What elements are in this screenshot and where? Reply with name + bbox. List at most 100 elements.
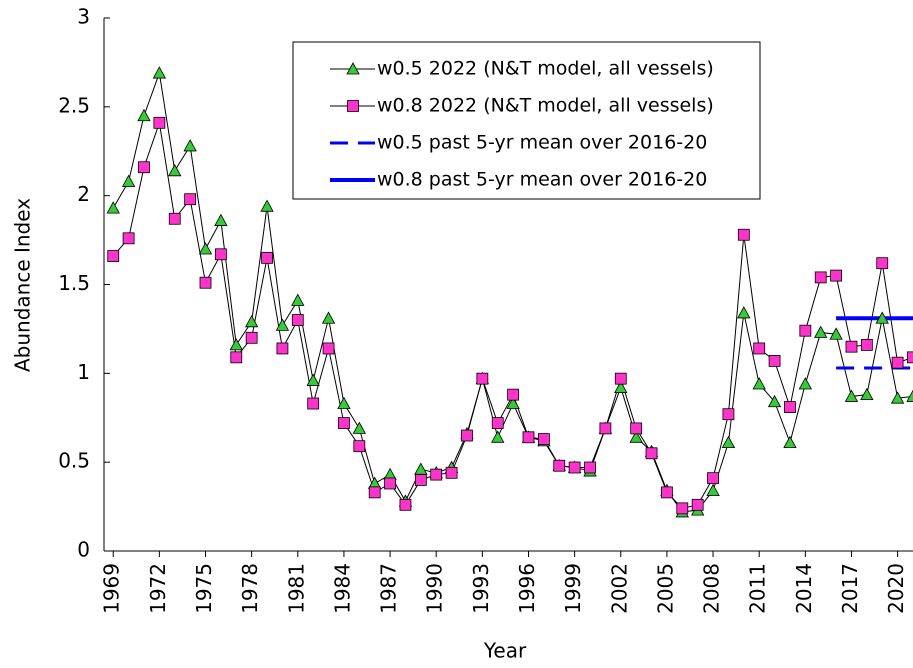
x-tick-label: 1978 (238, 563, 262, 614)
marker (153, 116, 166, 129)
marker (799, 324, 812, 337)
marker (122, 232, 135, 245)
marker (537, 433, 550, 445)
marker (798, 377, 813, 390)
marker (276, 342, 289, 355)
marker (845, 340, 858, 353)
marker (275, 318, 290, 331)
marker (906, 389, 913, 402)
marker (137, 108, 151, 122)
y-tick-label: 1 (77, 360, 90, 384)
marker (121, 174, 136, 187)
marker (168, 212, 181, 225)
marker (522, 431, 535, 444)
x-tick-label: 1987 (377, 563, 401, 614)
legend-marker (346, 62, 360, 75)
marker (291, 293, 305, 306)
marker (214, 213, 228, 226)
marker (614, 372, 627, 385)
marker (338, 417, 350, 429)
legend-label: w0.5 past 5-yr mean over 2016-20 (377, 132, 707, 154)
x-tick-label: 2005 (653, 563, 677, 614)
marker (645, 447, 658, 460)
marker (430, 468, 443, 481)
marker (445, 466, 458, 479)
marker (168, 163, 182, 177)
marker (707, 472, 719, 485)
x-tick-label: 2020 (884, 563, 908, 614)
marker (737, 228, 750, 241)
marker (829, 327, 843, 340)
marker (414, 462, 428, 475)
marker (491, 430, 505, 443)
x-axis-title: Year (483, 639, 527, 663)
x-tick-label: 1975 (192, 563, 216, 614)
marker (368, 486, 381, 499)
x-tick-label: 1993 (469, 563, 493, 614)
marker (229, 338, 243, 351)
marker (199, 276, 212, 289)
marker (722, 408, 735, 421)
marker (860, 339, 873, 351)
marker (337, 396, 351, 409)
y-tick-label: 1.5 (58, 271, 90, 295)
marker (414, 474, 427, 486)
marker (183, 139, 197, 152)
marker (106, 201, 120, 214)
marker (907, 351, 913, 364)
marker (461, 429, 473, 442)
marker (599, 422, 612, 435)
marker (506, 396, 520, 409)
marker (138, 161, 150, 174)
marker (767, 394, 782, 408)
marker (568, 461, 581, 474)
y-tick-label: 2 (77, 182, 90, 206)
x-tick-label: 2017 (838, 563, 862, 614)
x-tick-label: 2011 (746, 563, 770, 614)
marker (737, 306, 751, 319)
x-tick-label: 1996 (515, 563, 539, 614)
marker (384, 477, 396, 490)
legend: w0.5 2022 (N&T model, all vessels) w0.8 2… (292, 41, 761, 200)
x-tick-label: 1990 (423, 563, 447, 614)
y-tick-label: 3 (77, 5, 90, 29)
marker (322, 342, 335, 355)
marker (814, 271, 827, 284)
y-tick-label: 0 (77, 538, 90, 562)
marker (860, 387, 874, 401)
marker (307, 397, 320, 410)
marker (245, 331, 258, 344)
marker (614, 380, 628, 393)
marker (244, 314, 259, 328)
marker (875, 311, 889, 324)
marker (783, 435, 797, 449)
y-tick-label: 2.5 (58, 93, 90, 117)
marker (507, 388, 520, 401)
x-tick-label: 1981 (284, 563, 308, 614)
marker (706, 483, 720, 496)
marker (721, 435, 736, 449)
marker (553, 459, 566, 472)
marker (876, 257, 889, 270)
marker (291, 314, 304, 326)
x-tick-label: 2002 (607, 563, 631, 614)
marker (661, 486, 673, 499)
marker (814, 325, 828, 338)
marker (107, 250, 120, 262)
marker (584, 461, 596, 474)
x-tick-label: 1999 (561, 563, 585, 614)
legend-box (292, 41, 761, 200)
x-tick-label: 2014 (792, 563, 816, 614)
marker (184, 193, 197, 206)
marker (752, 377, 766, 390)
marker (691, 498, 704, 511)
legend-marker (347, 100, 359, 112)
legend-label: w0.8 2022 (N&T model, all vessels) (377, 95, 714, 117)
marker (784, 401, 796, 413)
marker (260, 199, 274, 212)
marker (629, 430, 643, 443)
marker (676, 502, 689, 515)
marker (476, 372, 489, 385)
marker (830, 269, 842, 282)
